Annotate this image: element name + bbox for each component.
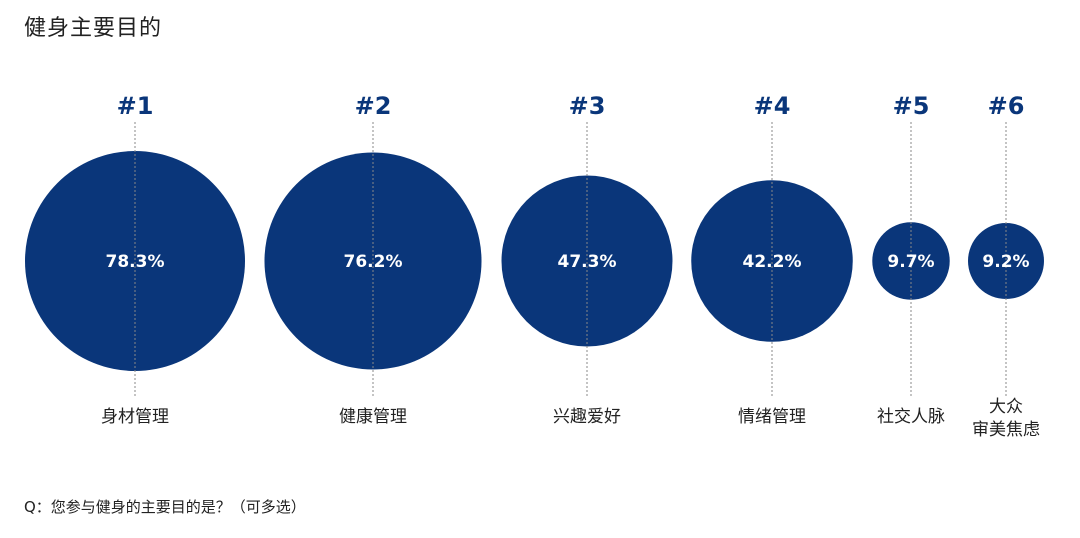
rank-label: #3 [569, 92, 606, 120]
value-label: 76.2% [344, 252, 403, 272]
bubble-group-4: #4 42.2% 情绪管理 [691, 92, 853, 427]
bubble [264, 152, 482, 370]
bubble-group-3: #3 47.3% 兴趣爱好 [501, 92, 673, 427]
bubble-group-1: #1 78.3% 身材管理 [25, 92, 245, 427]
rank-label: #2 [355, 92, 392, 120]
survey-question-footnote: Q：您参与健身的主要目的是？（可多选） [24, 498, 306, 516]
rank-label: #6 [988, 92, 1025, 120]
category-label: 兴趣爱好 [553, 407, 621, 427]
value-label: 9.7% [887, 252, 934, 272]
value-label: 42.2% [743, 252, 802, 272]
bubble [968, 223, 1044, 299]
rank-label: #5 [893, 92, 930, 120]
rank-label: #1 [117, 92, 154, 120]
bubble [25, 151, 245, 371]
bubble [872, 222, 950, 300]
bubble [691, 180, 853, 342]
bubble-group-2: #2 76.2% 健康管理 [264, 92, 482, 427]
bubble-group-5: #5 9.7% 社交人脉 [872, 92, 950, 427]
value-label: 9.2% [982, 252, 1029, 272]
chart-title: 健身主要目的 [24, 16, 163, 41]
category-label: 身材管理 [101, 407, 169, 427]
category-label: 健康管理 [339, 407, 407, 427]
value-label: 47.3% [558, 252, 617, 272]
value-label: 78.3% [106, 252, 165, 272]
bubble-group-6: #6 9.2% 大众审美焦虑 [968, 92, 1044, 440]
category-label: 情绪管理 [738, 407, 806, 427]
category-label: 社交人脉 [877, 407, 945, 427]
category-label: 大众审美焦虑 [972, 397, 1040, 440]
bubble [501, 175, 673, 347]
rank-label: #4 [754, 92, 791, 120]
